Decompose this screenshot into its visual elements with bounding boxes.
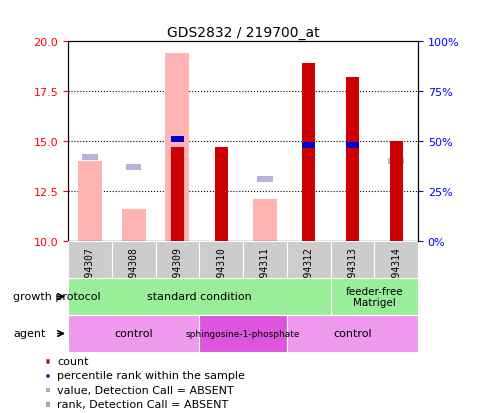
Bar — [199, 315, 286, 352]
Bar — [389, 142, 402, 242]
Text: feeder-free
Matrigel: feeder-free Matrigel — [345, 286, 402, 308]
Bar — [78, 161, 102, 242]
Bar — [111, 242, 155, 278]
Bar — [302, 143, 315, 148]
Text: control: control — [333, 329, 371, 339]
Bar — [68, 315, 199, 352]
Bar — [170, 137, 183, 142]
Text: GSM194310: GSM194310 — [216, 247, 226, 300]
Text: percentile rank within the sample: percentile rank within the sample — [57, 370, 245, 380]
Bar — [46, 360, 49, 363]
Text: GSM194307: GSM194307 — [85, 247, 95, 300]
Bar — [302, 64, 315, 242]
Bar — [345, 78, 358, 242]
Bar — [388, 159, 403, 164]
Bar — [257, 177, 272, 183]
Bar — [46, 388, 49, 392]
Text: value, Detection Call = ABSENT: value, Detection Call = ABSENT — [57, 385, 234, 395]
Bar — [252, 199, 276, 242]
Bar — [68, 242, 111, 278]
Bar — [46, 374, 49, 377]
Bar — [345, 143, 358, 148]
Text: control: control — [114, 329, 152, 339]
Bar — [165, 54, 189, 242]
Bar — [242, 242, 286, 278]
Bar — [286, 315, 417, 352]
Text: GSM194313: GSM194313 — [347, 247, 357, 300]
Bar — [155, 242, 199, 278]
Bar — [286, 242, 330, 278]
Bar — [121, 209, 145, 242]
Text: standard condition: standard condition — [147, 292, 251, 302]
Text: growth protocol: growth protocol — [13, 292, 100, 302]
Title: GDS2832 / 219700_at: GDS2832 / 219700_at — [166, 26, 318, 40]
Bar — [68, 278, 330, 315]
Bar — [374, 242, 417, 278]
Bar — [126, 165, 141, 171]
Bar — [199, 242, 242, 278]
Text: rank, Detection Call = ABSENT: rank, Detection Call = ABSENT — [57, 399, 228, 409]
Bar — [330, 278, 417, 315]
Text: sphingosine-1-phosphate: sphingosine-1-phosphate — [185, 329, 300, 338]
Text: count: count — [57, 356, 89, 366]
Text: GSM194309: GSM194309 — [172, 247, 182, 300]
Bar — [170, 147, 183, 242]
Text: GSM194308: GSM194308 — [128, 247, 138, 300]
Text: GSM194311: GSM194311 — [259, 247, 269, 300]
Text: agent: agent — [13, 329, 45, 339]
Text: GSM194312: GSM194312 — [303, 247, 313, 300]
Bar — [46, 402, 49, 406]
Bar — [214, 147, 227, 242]
Bar — [330, 242, 374, 278]
Text: GSM194314: GSM194314 — [390, 247, 400, 300]
Bar — [82, 155, 97, 160]
